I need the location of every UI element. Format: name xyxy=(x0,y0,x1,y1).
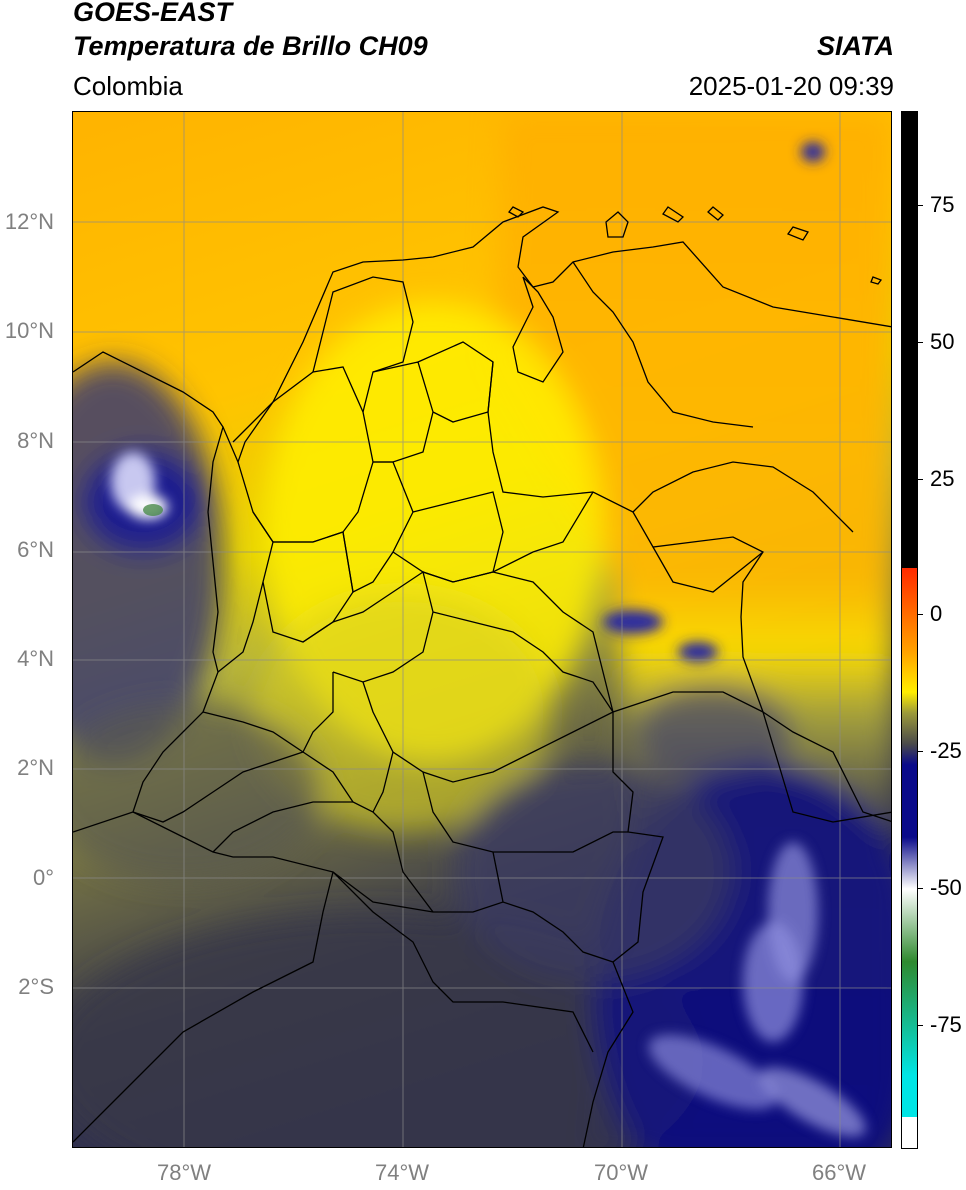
colorbar-tick-mark xyxy=(917,614,923,615)
colorbar-tick-mark xyxy=(917,479,923,480)
product-title: Temperatura de Brillo CH09 xyxy=(73,31,428,61)
lat-tick: 0° xyxy=(32,865,54,890)
colorbar-label: 25 xyxy=(930,466,955,491)
lon-tick: 70°W xyxy=(593,1160,649,1185)
colorbar-tick-mark xyxy=(917,342,923,343)
colorbar-label: 0 xyxy=(930,601,943,626)
colorbar xyxy=(901,111,918,1149)
lon-tick: 78°W xyxy=(156,1160,212,1185)
satellite-map[interactable] xyxy=(72,111,892,1148)
lat-tick: 8°N xyxy=(17,428,54,453)
lat-tick: 2°N xyxy=(17,755,54,780)
gridlines xyxy=(73,112,891,1147)
colorbar-tick-mark xyxy=(917,205,923,206)
colorbar-label: 75 xyxy=(930,192,955,217)
satellite-title: GOES-EAST xyxy=(73,0,233,27)
organization-label: SIATA xyxy=(817,31,894,61)
timestamp-label: 2025-01-20 09:39 xyxy=(688,71,894,101)
lat-tick: 10°N xyxy=(4,318,54,343)
colorbar-label: -50 xyxy=(930,875,962,900)
region-label: Colombia xyxy=(73,71,183,101)
lat-tick: 6°N xyxy=(17,537,54,562)
colorbar-label: -25 xyxy=(930,738,962,763)
lat-tick: 2°S xyxy=(18,974,54,999)
colorbar-tick-mark xyxy=(917,1025,923,1026)
colorbar-label: -75 xyxy=(930,1012,962,1037)
lat-tick: 12°N xyxy=(4,209,54,234)
colorbar-tick-mark xyxy=(917,888,923,889)
map-canvas xyxy=(73,112,891,1147)
lon-tick: 66°W xyxy=(811,1160,867,1185)
country-borders xyxy=(73,206,891,1147)
lon-tick: 74°W xyxy=(374,1160,430,1185)
lat-tick: 4°N xyxy=(17,646,54,671)
colorbar-tick-mark xyxy=(917,751,923,752)
colorbar-label: 50 xyxy=(930,329,955,354)
